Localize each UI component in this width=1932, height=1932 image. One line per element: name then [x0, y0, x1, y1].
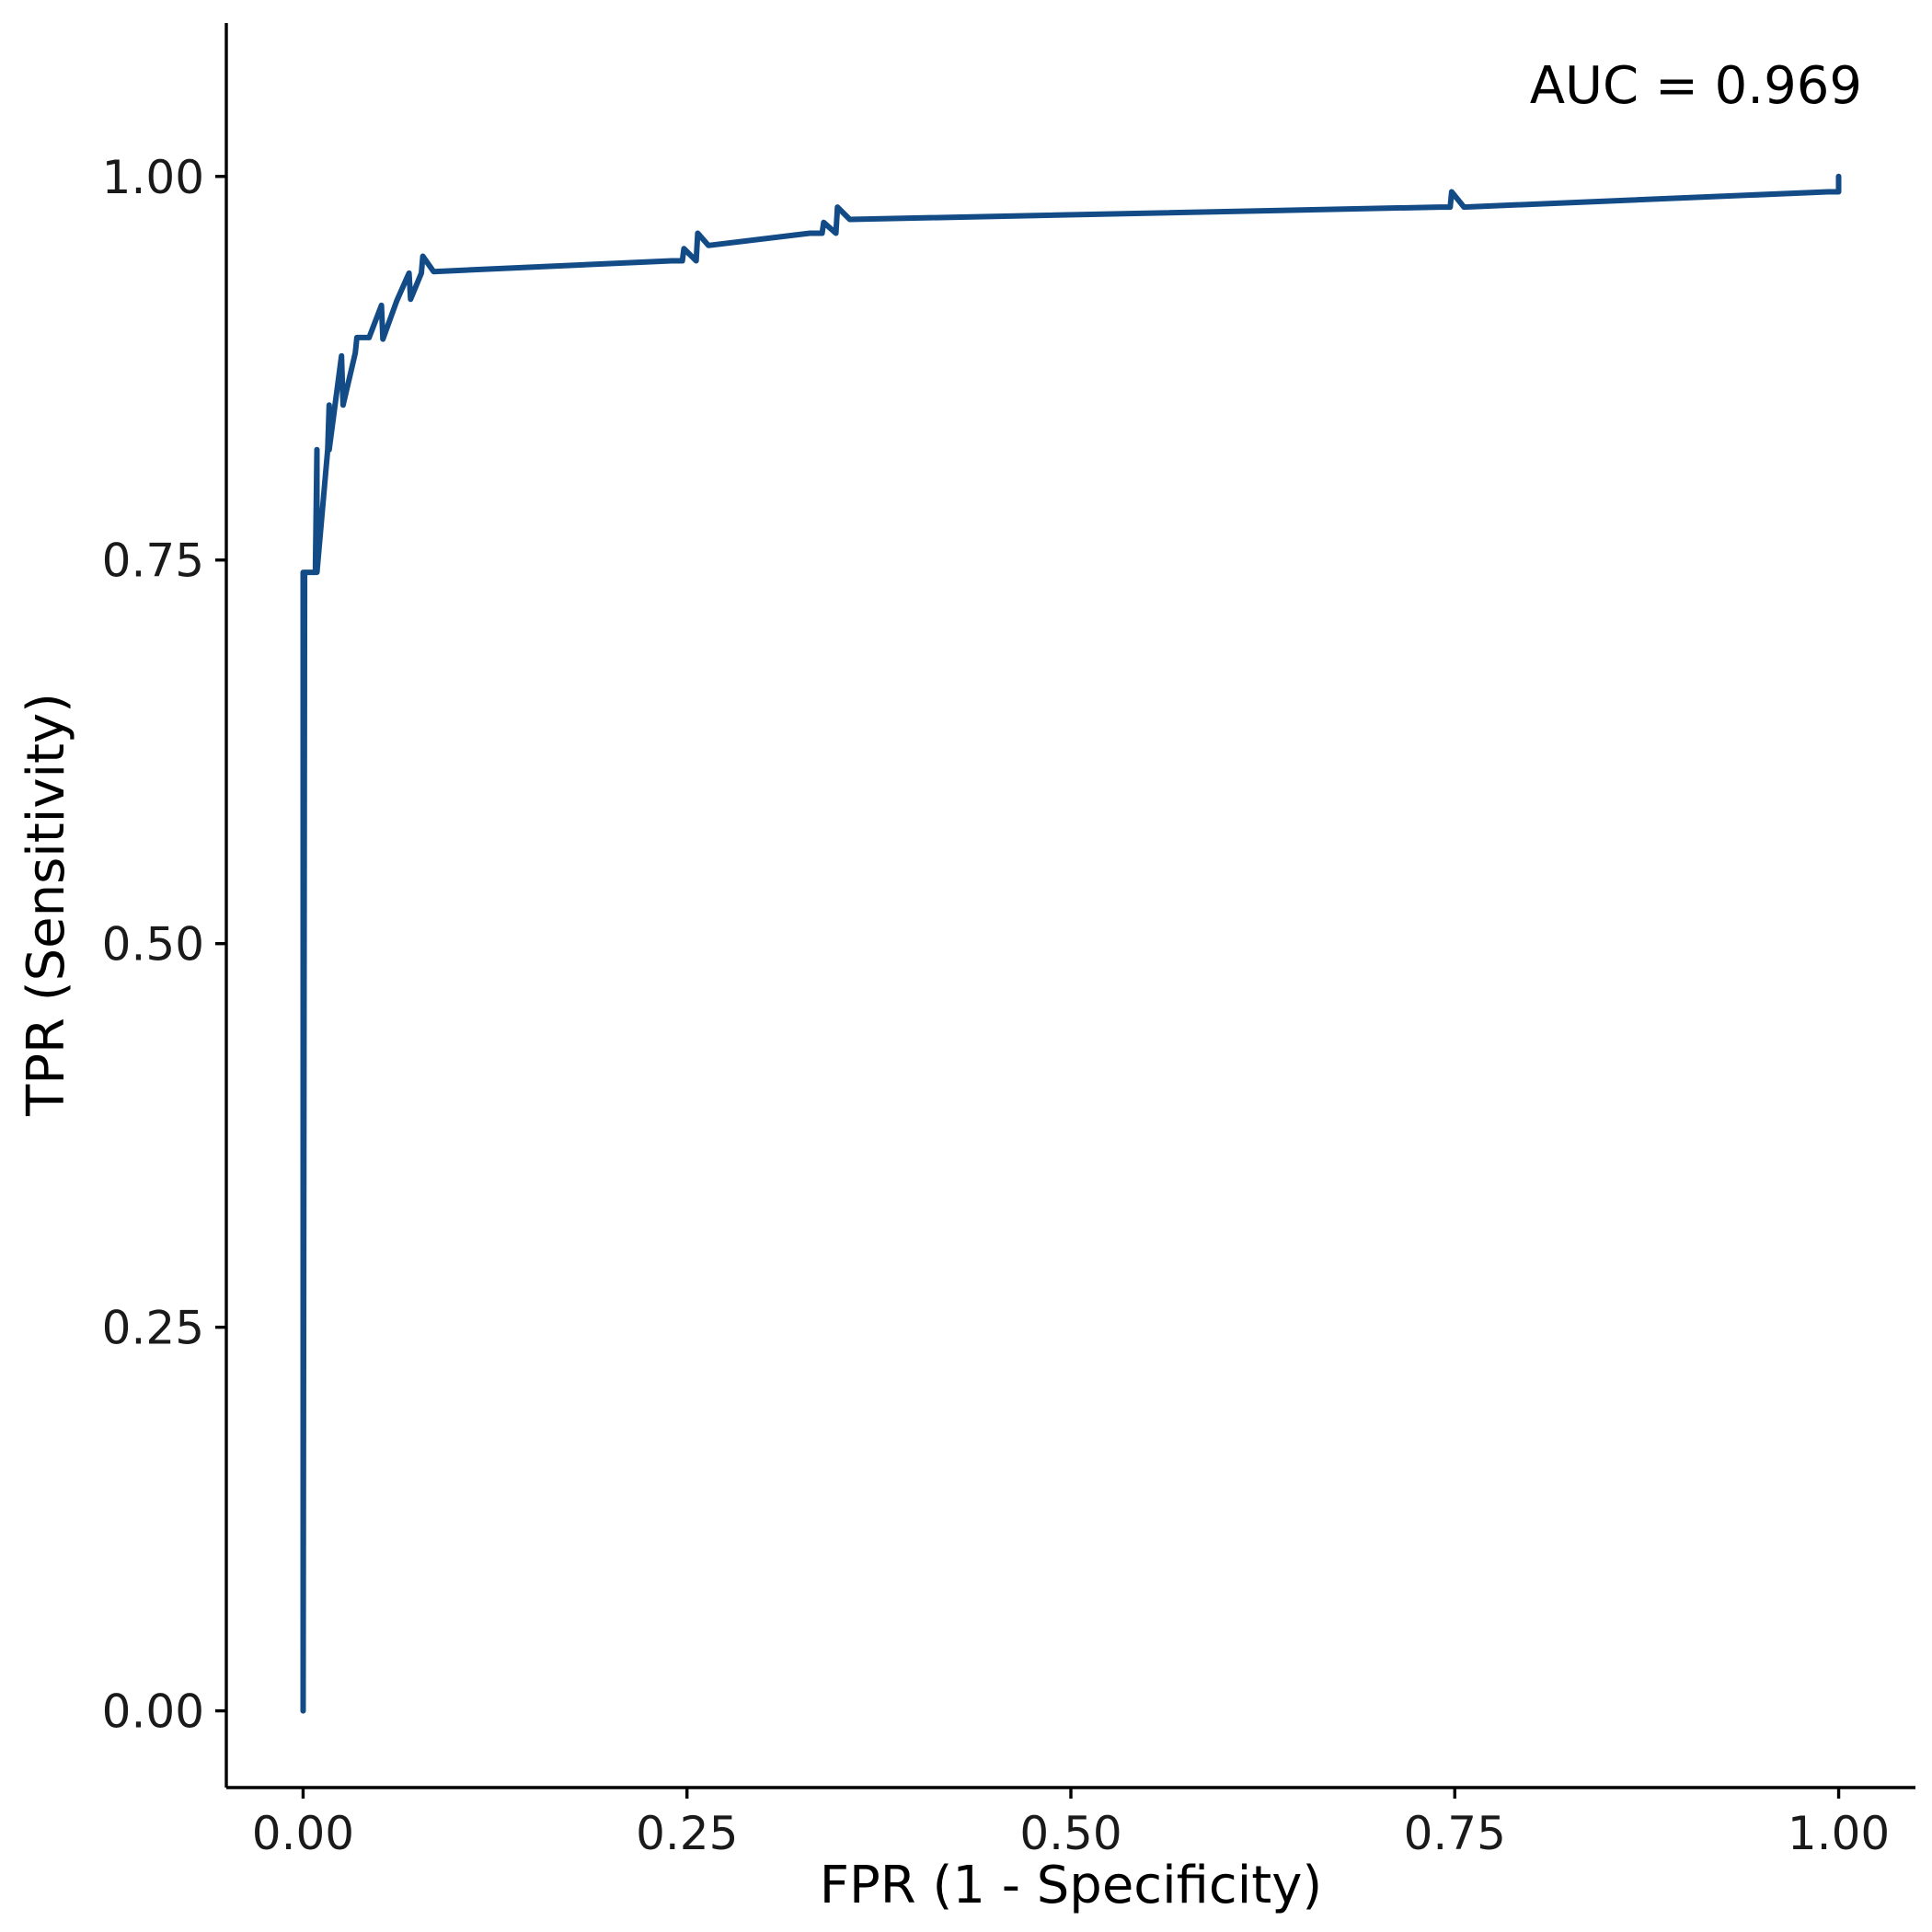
x-tick-label: 0.00 — [252, 1807, 354, 1860]
x-tick-label: 0.75 — [1404, 1807, 1506, 1860]
y-ticks: 0.00 0.25 0.50 0.75 1.00 — [102, 151, 226, 1739]
x-tick-label: 0.50 — [1019, 1807, 1121, 1860]
y-tick-label: 0.00 — [102, 1685, 204, 1739]
auc-annotation: AUC = 0.969 — [1530, 56, 1862, 116]
x-axis-title: FPR (1 - Specificity) — [820, 1856, 1322, 1915]
y-tick-label: 1.00 — [102, 151, 204, 204]
y-axis-title: TPR (Sensitivity) — [17, 693, 76, 1117]
axes — [224, 23, 1915, 1789]
x-tick-label: 0.25 — [636, 1807, 738, 1860]
y-tick-label: 0.25 — [102, 1302, 204, 1355]
x-tick-label: 1.00 — [1788, 1807, 1890, 1860]
roc-curve-line — [300, 173, 1842, 1714]
y-tick-label: 0.75 — [102, 535, 204, 588]
x-ticks: 0.00 0.25 0.50 0.75 1.00 — [252, 1788, 1890, 1860]
y-tick-label: 0.50 — [102, 918, 204, 972]
